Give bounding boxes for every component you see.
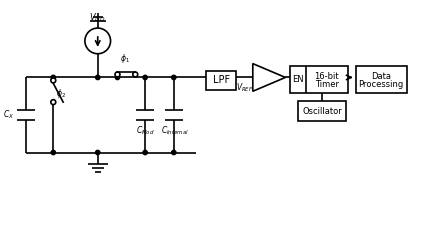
Circle shape: [51, 100, 56, 105]
Circle shape: [172, 150, 176, 155]
Text: $C_{Internal}$: $C_{Internal}$: [161, 125, 189, 137]
Text: 16-bit: 16-bit: [315, 72, 339, 81]
Text: $V_{REF}$: $V_{REF}$: [236, 81, 253, 94]
Text: $\phi_2$: $\phi_2$: [56, 87, 66, 100]
Text: $C_{Mod}$: $C_{Mod}$: [136, 125, 155, 137]
Bar: [207, 70, 236, 90]
Circle shape: [143, 75, 148, 80]
Bar: [290, 65, 348, 93]
Circle shape: [115, 72, 120, 77]
Circle shape: [143, 150, 148, 155]
Circle shape: [172, 75, 176, 80]
Polygon shape: [253, 64, 285, 91]
Circle shape: [51, 78, 56, 83]
Text: Data: Data: [371, 72, 391, 81]
Text: Timer: Timer: [315, 80, 339, 89]
Circle shape: [133, 72, 138, 77]
Text: LPF: LPF: [213, 75, 230, 86]
Text: EN: EN: [292, 75, 304, 84]
Circle shape: [115, 75, 120, 80]
Circle shape: [51, 75, 55, 80]
Circle shape: [85, 28, 110, 54]
Text: $C_X$: $C_X$: [3, 109, 14, 121]
Text: $V_{DD}$: $V_{DD}$: [89, 11, 106, 24]
Circle shape: [96, 150, 100, 155]
Circle shape: [51, 150, 55, 155]
Text: $\phi_1$: $\phi_1$: [120, 52, 131, 65]
Text: Processing: Processing: [358, 80, 404, 89]
Bar: [355, 65, 407, 93]
Bar: [298, 101, 346, 121]
Text: Oscillator: Oscillator: [302, 106, 342, 115]
Circle shape: [96, 75, 100, 80]
